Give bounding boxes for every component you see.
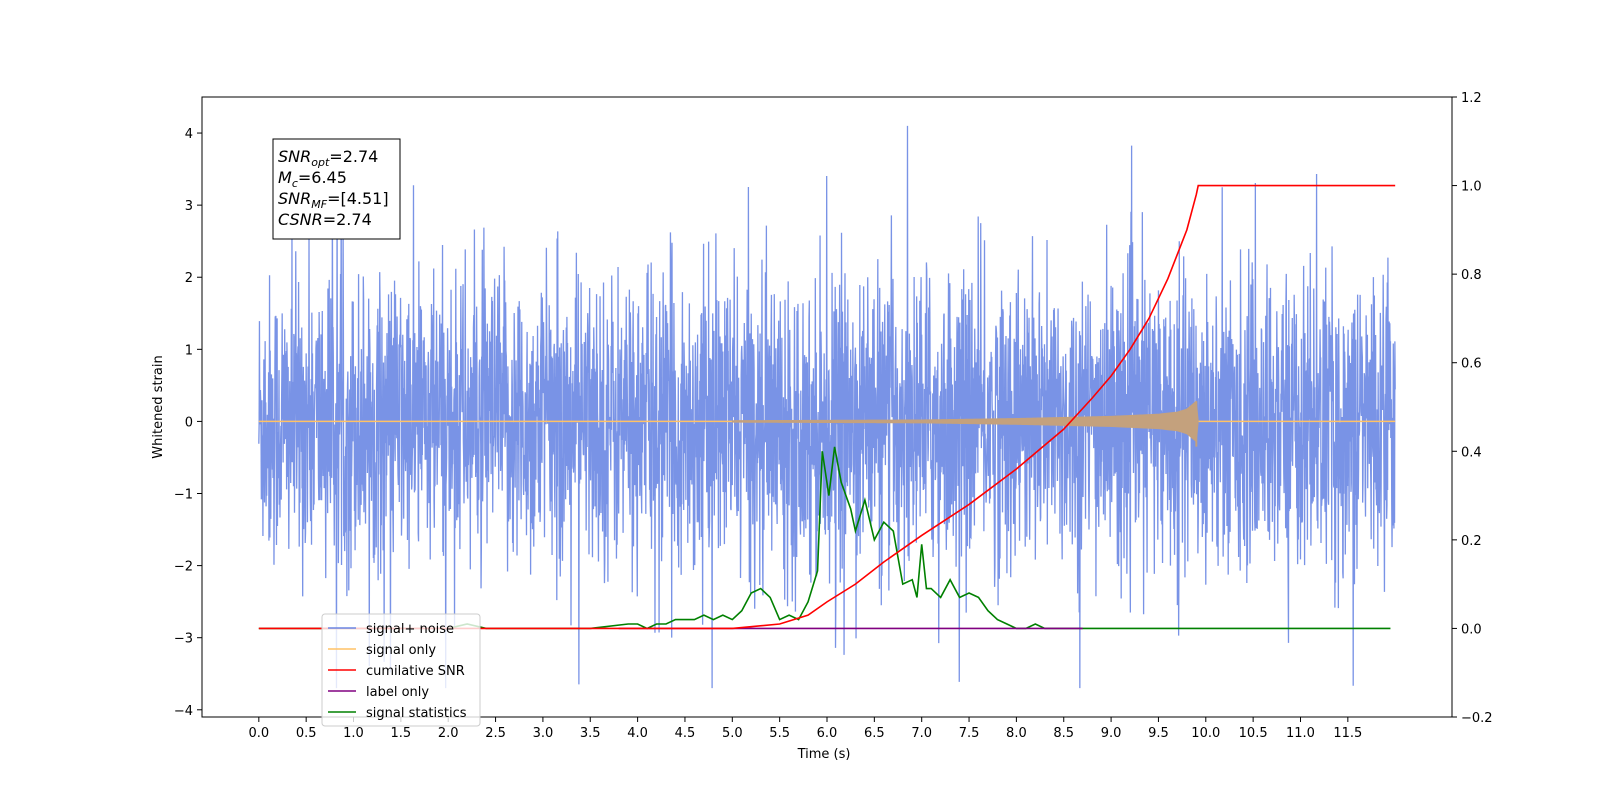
x-tick-label: 11.0	[1286, 726, 1315, 741]
x-tick-label: 2.5	[485, 726, 506, 741]
legend-label: signal only	[366, 643, 436, 658]
y-right-tick-label: 1.2	[1461, 91, 1482, 106]
x-tick-label: 9.5	[1148, 726, 1169, 741]
x-tick-label: 1.5	[391, 726, 412, 741]
x-tick-label: 0.5	[296, 726, 317, 741]
y-left-tick-label: 4	[185, 127, 193, 142]
x-tick-label: 10.5	[1239, 726, 1268, 741]
x-tick-label: 6.0	[817, 726, 838, 741]
x-tick-label: 1.0	[343, 726, 364, 741]
x-tick-label: 3.0	[533, 726, 554, 741]
annotation-line: SNRopt=2.74	[278, 147, 378, 169]
y-left-tick-label: 0	[185, 415, 193, 430]
legend-item-label-only: label only	[328, 685, 429, 700]
y-axis-label: Whitened strain	[151, 355, 166, 458]
y-left-tick-label: 1	[185, 343, 193, 358]
legend-label: label only	[366, 685, 429, 700]
signal-statistics-line	[258, 446, 1391, 630]
x-tick-label: 10.0	[1191, 726, 1220, 741]
annotation-line: SNRMF=[4.51]	[278, 189, 389, 211]
x-tick-label: 3.5	[580, 726, 601, 741]
y-right-tick-label: 0.8	[1461, 268, 1482, 283]
x-tick-label: 7.0	[911, 726, 932, 741]
x-tick-label: 5.5	[769, 726, 790, 741]
y-left-tick-label: −4	[174, 704, 193, 719]
y-left-tick-label: 2	[185, 271, 193, 286]
y-left-tick-label: −2	[174, 560, 193, 575]
x-tick-label: 6.5	[864, 726, 885, 741]
legend-item-signal-only: signal only	[328, 643, 436, 658]
signal-only-series	[258, 400, 1396, 447]
annotation-line: Mc=6.45	[278, 168, 347, 190]
legend-item-signal-statistics: signal statistics	[328, 706, 467, 721]
x-tick-label: 2.0	[438, 726, 459, 741]
legend: signal+ noise signal only cumilative SNR la…	[321, 613, 481, 727]
signal-plus-noise-series	[258, 125, 1396, 689]
cumulative-snr-line	[258, 184, 1396, 630]
x-tick-label: 11.5	[1333, 726, 1362, 741]
x-tick-label: 4.5	[675, 726, 696, 741]
signal-only-chirp	[731, 400, 1199, 443]
y-right-tick-label: 0.4	[1461, 445, 1482, 460]
x-tick-label: 0.0	[248, 726, 269, 741]
y-left-tick-label: −3	[174, 632, 193, 647]
x-tick-label: 8.5	[1053, 726, 1074, 741]
signal-plus-noise-line	[258, 125, 1396, 689]
x-tick-label: 8.0	[1006, 726, 1027, 741]
x-tick-label: 9.0	[1101, 726, 1122, 741]
x-tick-label: 4.0	[627, 726, 648, 741]
y-right-tick-label: 0.6	[1461, 357, 1482, 372]
legend-label: cumilative SNR	[366, 664, 465, 679]
y-left-tick-label: 3	[185, 199, 193, 214]
x-axis-label: Time (s)	[797, 747, 851, 762]
x-tick-label: 7.5	[959, 726, 980, 741]
y-right-tick-label: 0.2	[1461, 534, 1482, 549]
legend-label: signal+ noise	[366, 622, 454, 637]
y-right-tick-label: 0.0	[1461, 622, 1482, 637]
x-tick-label: 5.0	[722, 726, 743, 741]
legend-label: signal statistics	[366, 706, 467, 721]
y-right-tick-label: 1.0	[1461, 180, 1482, 195]
y-left-tick-label: −1	[174, 488, 193, 503]
y-right-tick-label: −0.2	[1461, 711, 1493, 726]
annotation-line: CSNR=2.74	[278, 210, 372, 229]
legend-item-signal-plus-noise: signal+ noise	[328, 622, 454, 637]
legend-item-cumulative-snr: cumilative SNR	[328, 664, 465, 679]
